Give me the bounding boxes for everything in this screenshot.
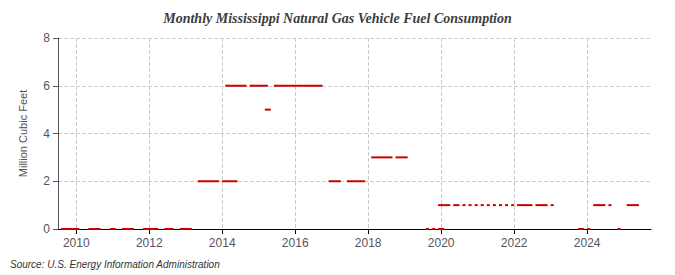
svg-text:2022: 2022	[501, 236, 528, 250]
svg-text:2: 2	[43, 174, 50, 188]
svg-text:Million Cubic Feet: Million Cubic Feet	[17, 90, 29, 177]
svg-text:2016: 2016	[282, 236, 309, 250]
svg-text:2018: 2018	[355, 236, 382, 250]
svg-text:0: 0	[43, 222, 50, 236]
svg-text:8: 8	[43, 31, 50, 45]
svg-text:4: 4	[43, 127, 50, 141]
svg-text:Source: U.S. Energy Informatio: Source: U.S. Energy Information Administ…	[10, 259, 220, 270]
svg-text:2010: 2010	[63, 236, 90, 250]
svg-text:2024: 2024	[574, 236, 601, 250]
svg-text:6: 6	[43, 79, 50, 93]
svg-text:Monthly Mississippi Natural Ga: Monthly Mississippi Natural Gas Vehicle …	[162, 11, 512, 26]
svg-text:2014: 2014	[209, 236, 236, 250]
svg-text:2012: 2012	[136, 236, 163, 250]
svg-text:2020: 2020	[428, 236, 455, 250]
